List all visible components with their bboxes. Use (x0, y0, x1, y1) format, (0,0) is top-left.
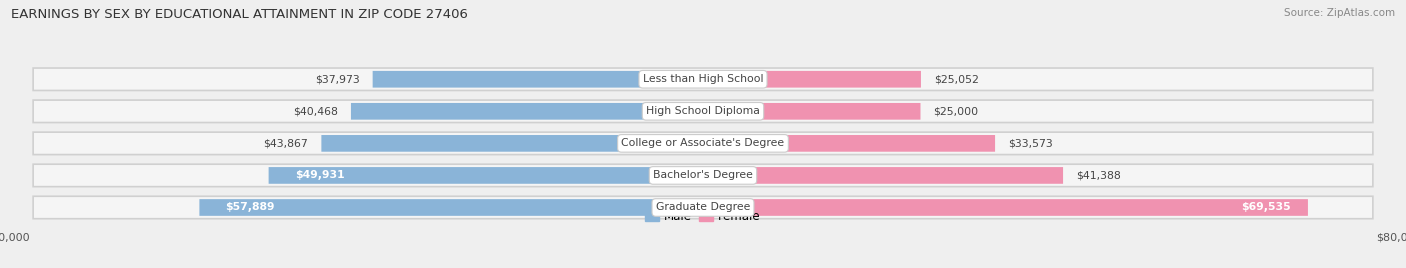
Text: $41,388: $41,388 (1076, 170, 1121, 180)
Text: $57,889: $57,889 (225, 203, 276, 213)
FancyBboxPatch shape (703, 103, 921, 120)
Text: College or Associate's Degree: College or Associate's Degree (621, 138, 785, 148)
Text: $37,973: $37,973 (315, 74, 360, 84)
Text: Less than High School: Less than High School (643, 74, 763, 84)
Text: $43,867: $43,867 (263, 138, 308, 148)
Legend: Male, Female: Male, Female (641, 205, 765, 228)
Text: $25,000: $25,000 (934, 106, 979, 116)
FancyBboxPatch shape (703, 167, 1063, 184)
FancyBboxPatch shape (352, 103, 703, 120)
FancyBboxPatch shape (269, 167, 703, 184)
Text: Graduate Degree: Graduate Degree (655, 203, 751, 213)
Text: $69,535: $69,535 (1241, 203, 1291, 213)
FancyBboxPatch shape (34, 164, 1372, 187)
FancyBboxPatch shape (34, 196, 1372, 219)
FancyBboxPatch shape (322, 135, 703, 152)
FancyBboxPatch shape (703, 199, 1308, 216)
Text: $49,931: $49,931 (295, 170, 344, 180)
FancyBboxPatch shape (703, 135, 995, 152)
Text: Bachelor's Degree: Bachelor's Degree (652, 170, 754, 180)
Text: $40,468: $40,468 (292, 106, 337, 116)
FancyBboxPatch shape (703, 71, 921, 88)
FancyBboxPatch shape (373, 71, 703, 88)
Text: Source: ZipAtlas.com: Source: ZipAtlas.com (1284, 8, 1395, 18)
FancyBboxPatch shape (34, 68, 1372, 91)
Text: High School Diploma: High School Diploma (647, 106, 759, 116)
FancyBboxPatch shape (200, 199, 703, 216)
Text: $33,573: $33,573 (1008, 138, 1053, 148)
FancyBboxPatch shape (34, 100, 1372, 122)
Text: EARNINGS BY SEX BY EDUCATIONAL ATTAINMENT IN ZIP CODE 27406: EARNINGS BY SEX BY EDUCATIONAL ATTAINMEN… (11, 8, 468, 21)
Text: $25,052: $25,052 (934, 74, 979, 84)
FancyBboxPatch shape (34, 132, 1372, 155)
